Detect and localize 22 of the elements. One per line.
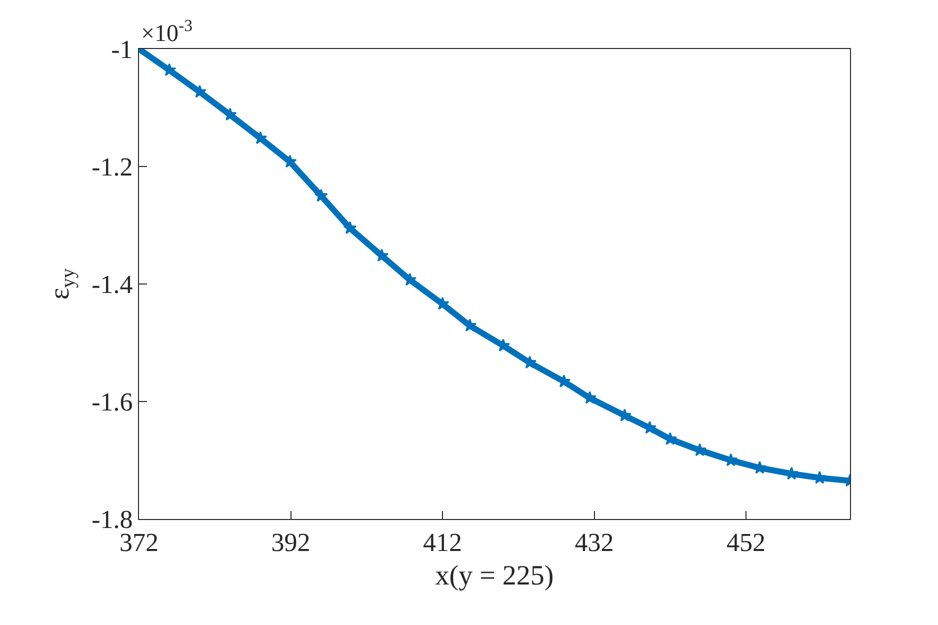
x-tick-label: 412 <box>423 528 462 558</box>
y-tick-label: -1 <box>111 35 133 64</box>
y-tick-label: -1.6 <box>92 388 133 417</box>
text: ×10$^{-3}$ <box>141 16 193 48</box>
x-axis-title: x(y = 225) <box>435 560 554 592</box>
point <box>314 188 328 202</box>
x-tick-label: 432 <box>574 528 614 558</box>
point <box>693 443 706 456</box>
point <box>436 296 450 310</box>
y-tick-label: -1.4 <box>92 270 133 300</box>
point <box>162 63 176 76</box>
point <box>375 248 389 262</box>
y-tick-label: -1.2 <box>92 152 133 182</box>
x-tick-label: 452 <box>726 528 766 558</box>
point <box>343 221 357 234</box>
point <box>283 154 297 168</box>
point <box>254 131 268 144</box>
point <box>523 356 537 369</box>
point <box>223 108 237 121</box>
x-tick-label: 392 <box>271 528 310 558</box>
point <box>463 318 477 332</box>
point <box>403 272 417 286</box>
